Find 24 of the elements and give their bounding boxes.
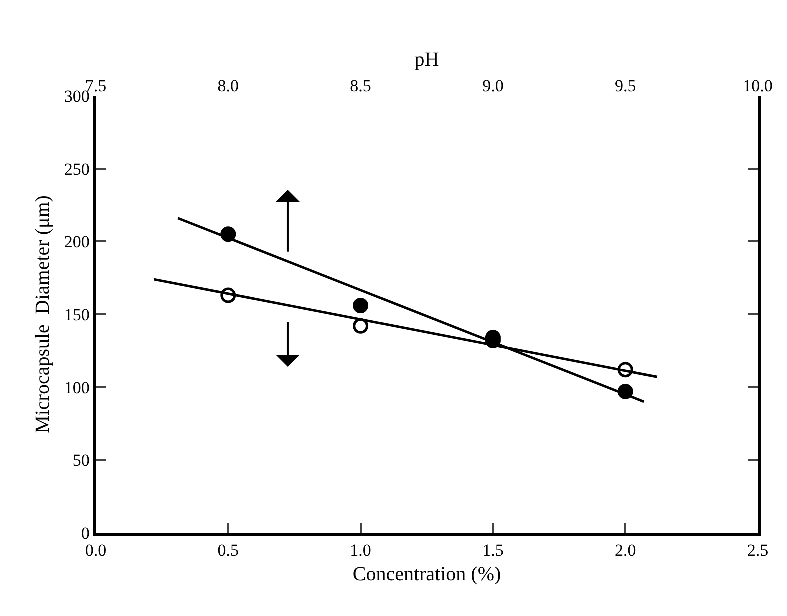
point xyxy=(618,362,634,378)
x-tick-label: 0.0 xyxy=(85,541,107,560)
x2-axis-title: pH xyxy=(414,49,440,72)
y-tick-label: 150 xyxy=(64,305,90,324)
point xyxy=(353,298,369,314)
x2-tick-label: 9.0 xyxy=(482,76,504,96)
x-axis-title: Concentration (%) xyxy=(352,564,502,586)
x2-tick-label: 8.5 xyxy=(350,76,372,96)
x2-tick-label: 9.5 xyxy=(614,76,636,96)
point xyxy=(353,318,369,334)
x-tick-label: 1.5 xyxy=(482,541,504,560)
y-tick-label: 50 xyxy=(72,451,90,470)
x2-tick-label: 10.0 xyxy=(743,76,773,96)
x-tick-label: 0.5 xyxy=(218,541,240,560)
x-tick-label: 2.0 xyxy=(614,541,636,560)
x-tick-label: 1.0 xyxy=(350,541,372,560)
x-tick-label: 2.5 xyxy=(747,541,769,560)
x2-tick-label: 8.0 xyxy=(218,76,240,96)
y-tick-label: 0 xyxy=(81,524,90,543)
y-tick-label: 250 xyxy=(64,160,90,179)
y-axis-title: Microcapsule Diameter (μm) xyxy=(32,196,54,434)
y-tick-label: 100 xyxy=(64,378,90,398)
y-tick-label: 200 xyxy=(64,232,90,252)
point xyxy=(220,288,236,304)
